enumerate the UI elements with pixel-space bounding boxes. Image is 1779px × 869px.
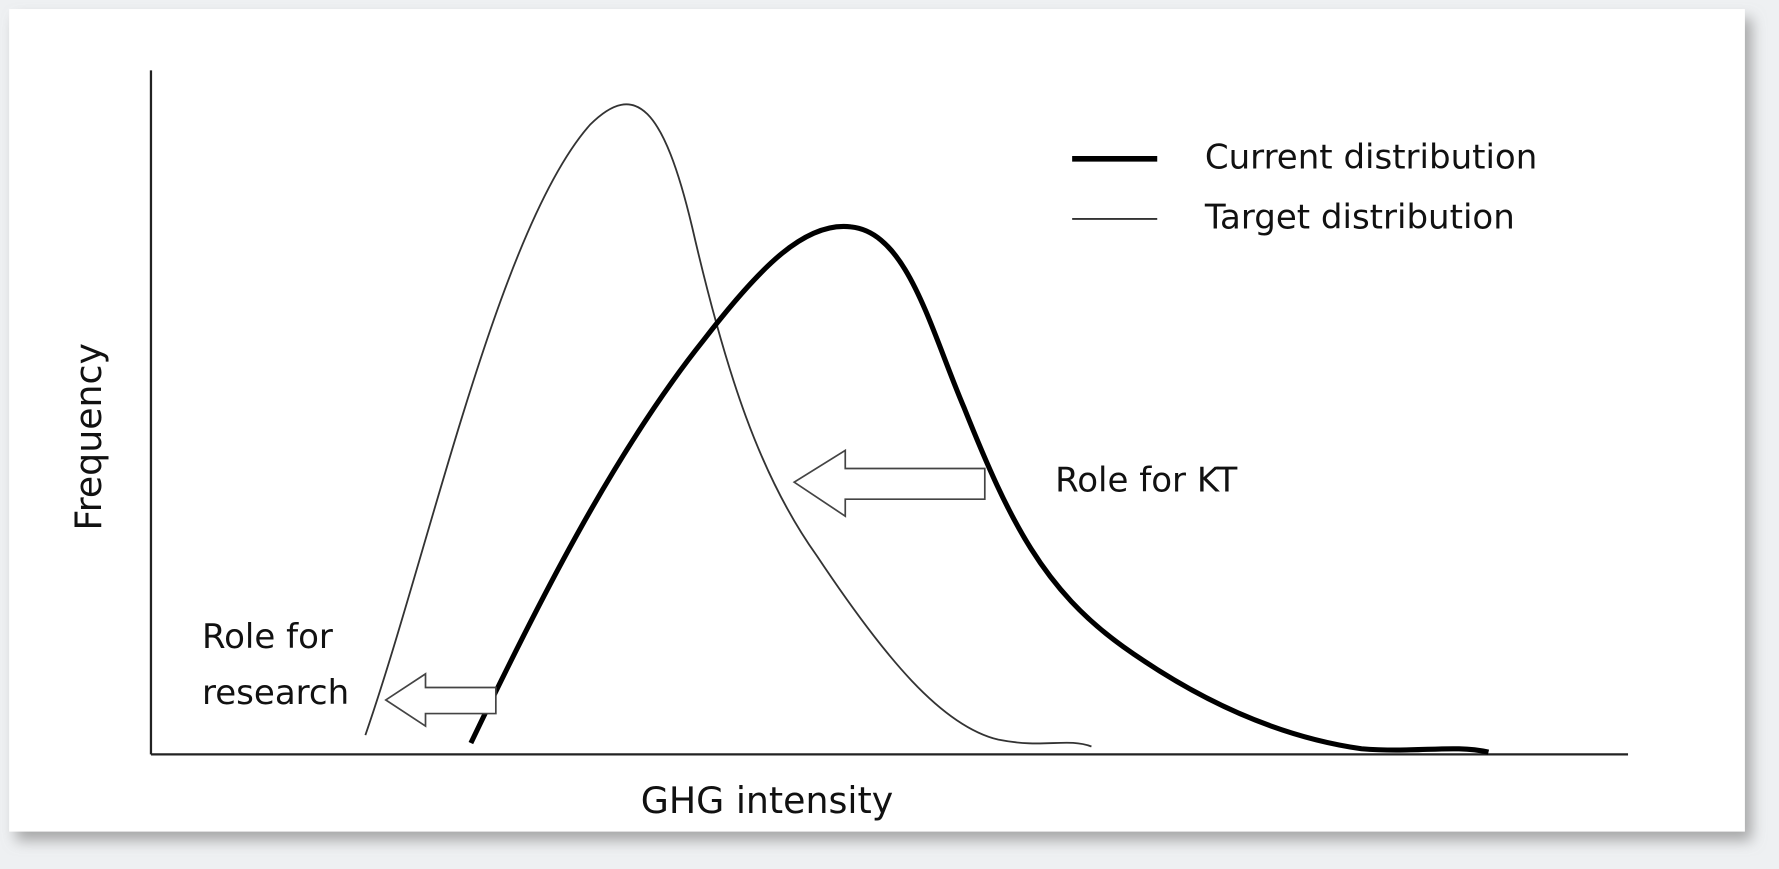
target-curve [364, 103, 1092, 748]
current-curve [468, 223, 1490, 755]
x-axis-label: GHG intensity [641, 779, 893, 822]
y-axis-label: Frequency [67, 343, 110, 531]
annotation: research [202, 673, 349, 713]
annotation: Role for KT [1055, 461, 1237, 501]
legend-label: Current distribution [1205, 137, 1537, 177]
kt-arrow [792, 448, 986, 518]
legend-label: Target distribution [1204, 197, 1515, 237]
annotation: Role for [202, 617, 333, 657]
research-arrow [384, 672, 497, 728]
panel [9, 9, 1745, 832]
